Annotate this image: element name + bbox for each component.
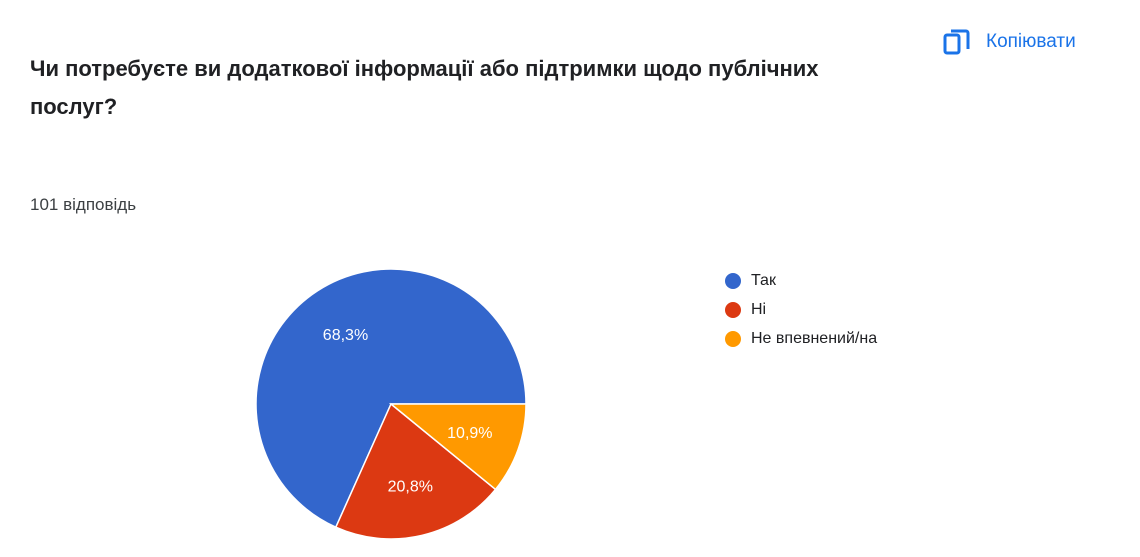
pie-slice[interactable]: [334, 402, 497, 540]
question-title: Чи потребуєте ви додаткової інформації а…: [30, 56, 819, 119]
slice-label: 68,3%: [323, 327, 368, 344]
legend-item: Ні: [725, 295, 877, 324]
legend-label: Не впевнений/на: [751, 329, 878, 347]
copy-label: Копіювати: [986, 31, 1076, 52]
legend-swatch: [725, 301, 741, 318]
response-count: 101 відповідь: [30, 195, 137, 214]
legend-swatch: [725, 330, 741, 347]
pie-slice[interactable]: [255, 268, 527, 529]
copy-icon: [943, 29, 970, 55]
legend-item: Так: [725, 266, 877, 295]
slice-label: 20,8%: [388, 478, 433, 495]
legend-label: Так: [751, 271, 776, 289]
legend-label: Ні: [751, 300, 767, 318]
pie-slice[interactable]: [388, 403, 527, 491]
chart-legend: Так Ні Не впевнений/на: [725, 266, 877, 353]
legend-item: Не впевнений/на: [725, 324, 877, 353]
slice-label: 10,9%: [447, 425, 492, 442]
copy-button[interactable]: Копіювати: [942, 20, 1076, 64]
legend-swatch: [725, 272, 741, 289]
